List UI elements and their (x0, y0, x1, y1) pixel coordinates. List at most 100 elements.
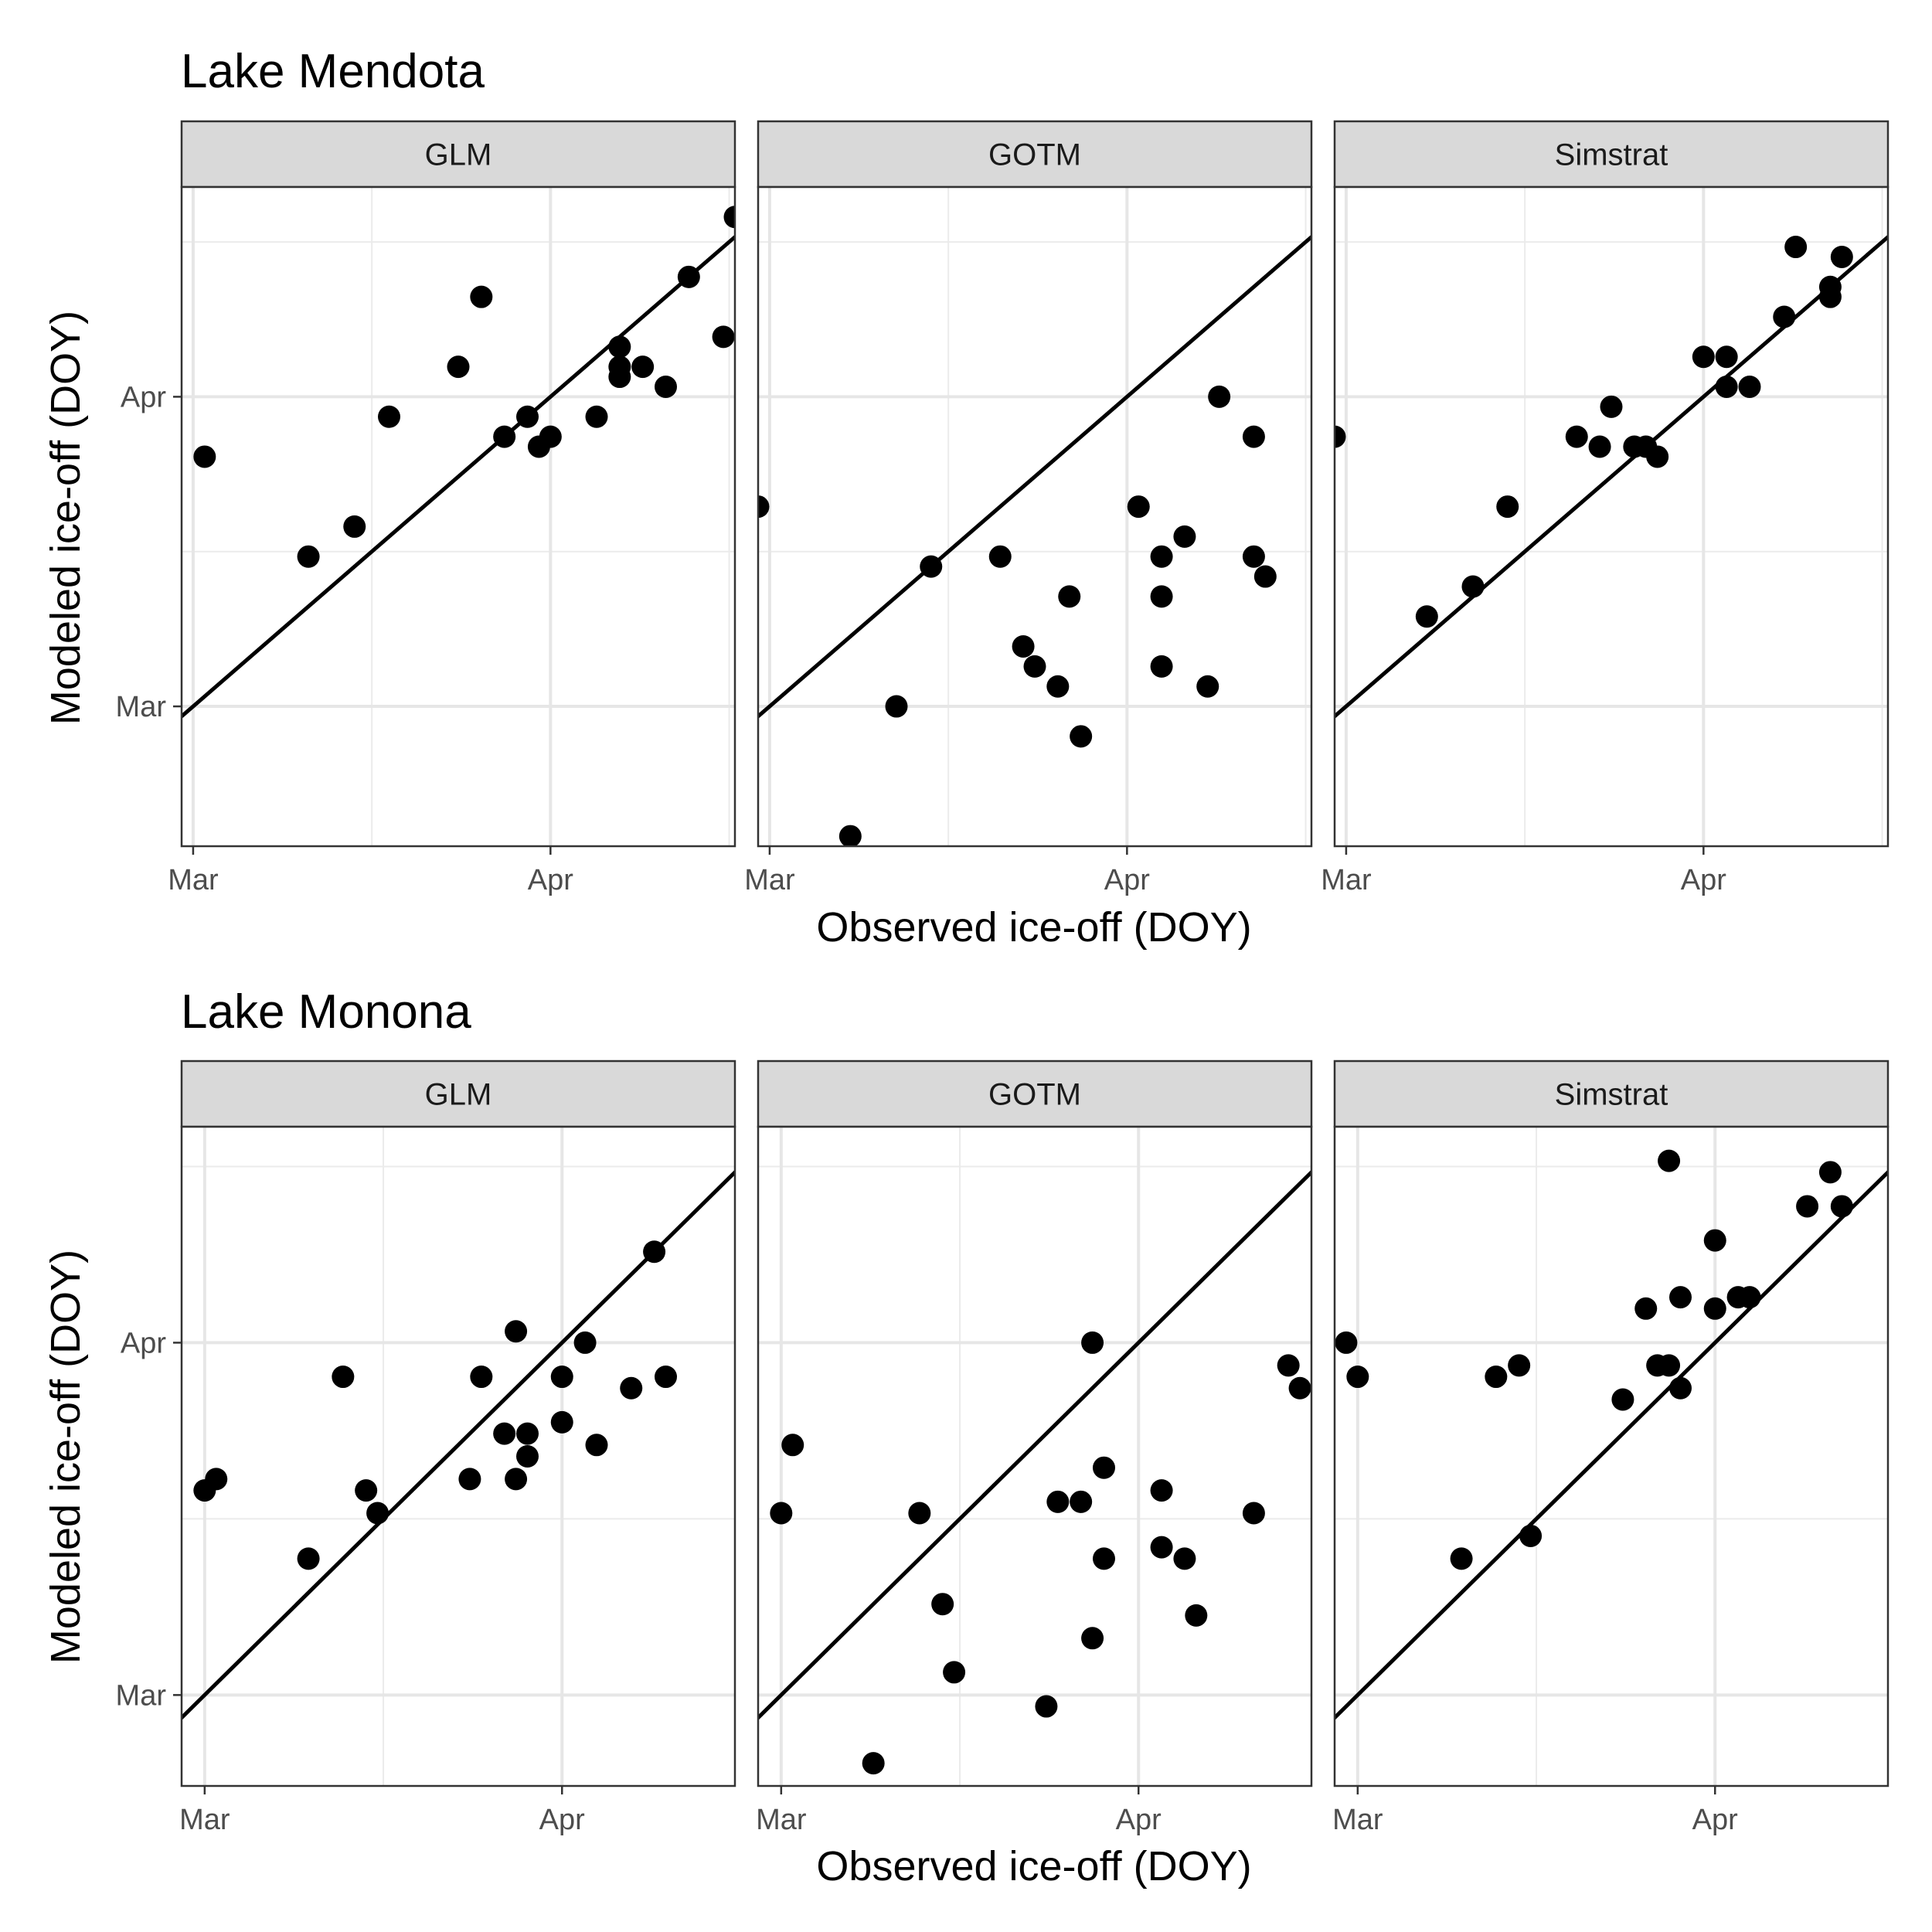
data-point (1715, 345, 1738, 369)
data-point (470, 1366, 493, 1389)
data-point (1277, 1354, 1300, 1377)
data-point (1070, 1490, 1093, 1513)
data-point (1150, 585, 1173, 608)
panel-data (1335, 234, 1888, 719)
data-point (1196, 675, 1219, 698)
data-point (1692, 345, 1715, 369)
data-point (1093, 1547, 1115, 1570)
panel-data (1335, 1149, 1888, 1721)
data-point (378, 405, 400, 428)
grid (1335, 187, 1888, 846)
panel-glm: GLM Mar Apr Mar Apr (116, 120, 736, 896)
data-point (550, 1366, 573, 1389)
data-point (758, 495, 770, 519)
grid (182, 187, 735, 846)
data-point (620, 1376, 643, 1400)
data-point (1519, 1524, 1543, 1547)
chart-title: Lake Mendota (181, 45, 485, 98)
data-point (585, 1434, 608, 1457)
data-point (516, 1422, 539, 1445)
panel-border (1333, 185, 1889, 848)
data-point (585, 405, 608, 428)
data-point (447, 355, 470, 379)
data-point (781, 1434, 804, 1457)
panel-data (758, 234, 1311, 846)
facet-strip (180, 1060, 736, 1128)
data-point (516, 405, 539, 428)
y-tick-label: Mar (116, 691, 167, 723)
data-point (297, 1547, 320, 1570)
reference-line (182, 234, 735, 719)
data-point (723, 206, 735, 229)
data-point (355, 1479, 378, 1502)
data-point (1150, 655, 1173, 678)
data-point (1646, 445, 1669, 468)
chart-title: Lake Monona (181, 985, 471, 1039)
data-point (1242, 545, 1265, 568)
data-point (1818, 1161, 1842, 1184)
data-point (885, 695, 908, 718)
data-point (1415, 605, 1438, 628)
reference-line (758, 234, 1311, 719)
reference-line (182, 1169, 735, 1721)
data-point (1565, 425, 1588, 448)
panel-border (757, 1125, 1313, 1787)
data-point (988, 545, 1012, 568)
data-point (1669, 1376, 1692, 1400)
data-point (493, 425, 516, 448)
data-point (1046, 1490, 1070, 1513)
x-tick-label: Mar (1332, 1804, 1383, 1836)
data-point (677, 265, 700, 288)
panel-data (758, 1169, 1311, 1775)
data-point (1496, 495, 1519, 519)
data-point (1035, 1695, 1058, 1718)
panel-background (1335, 187, 1888, 846)
data-point (1830, 245, 1853, 268)
data-point (1485, 1366, 1508, 1389)
data-point (1773, 305, 1796, 328)
y-axis-title: Modeled ice-off (DOY) (43, 311, 89, 725)
data-point (505, 1320, 528, 1343)
panel-border (180, 185, 736, 848)
data-point (655, 1366, 677, 1389)
x-tick-label: Apr (1692, 1804, 1738, 1836)
panel-glm: GLM Mar Apr Mar Apr (116, 1060, 736, 1836)
data-point (550, 1410, 573, 1434)
panel-data (182, 1169, 735, 1721)
panel-background (758, 187, 1311, 846)
data-point (505, 1468, 528, 1491)
data-point (493, 1422, 516, 1445)
data-point (1242, 425, 1265, 448)
data-point (1127, 495, 1150, 519)
data-point (643, 1240, 666, 1264)
data-point (608, 335, 631, 359)
data-point (1600, 395, 1623, 418)
data-point (1346, 1366, 1369, 1389)
grid (758, 1127, 1311, 1786)
facet-strip (757, 1060, 1313, 1128)
grid (182, 1127, 735, 1786)
x-tick-label: Apr (528, 864, 573, 896)
facet-label: Simstrat (1555, 138, 1668, 172)
data-point (343, 515, 366, 538)
data-point (1253, 565, 1277, 588)
data-point (1611, 1388, 1634, 1411)
facet-label: Simstrat (1555, 1078, 1668, 1112)
data-point (1818, 285, 1842, 308)
panel-background (182, 1127, 735, 1786)
y-axis-title: Modeled ice-off (DOY) (43, 1250, 89, 1664)
data-point (1288, 1376, 1311, 1400)
data-point (908, 1502, 931, 1525)
panel-background (182, 187, 735, 846)
data-point (1796, 1195, 1819, 1218)
data-point (1669, 1286, 1692, 1309)
data-point (862, 1752, 885, 1775)
data-point (1058, 585, 1081, 608)
data-point (205, 1468, 228, 1491)
panel-gotm: GOTM Mar Apr (744, 120, 1313, 896)
data-point (1081, 1627, 1104, 1650)
x-tick-label: Apr (1104, 864, 1150, 896)
data-point (297, 545, 320, 568)
